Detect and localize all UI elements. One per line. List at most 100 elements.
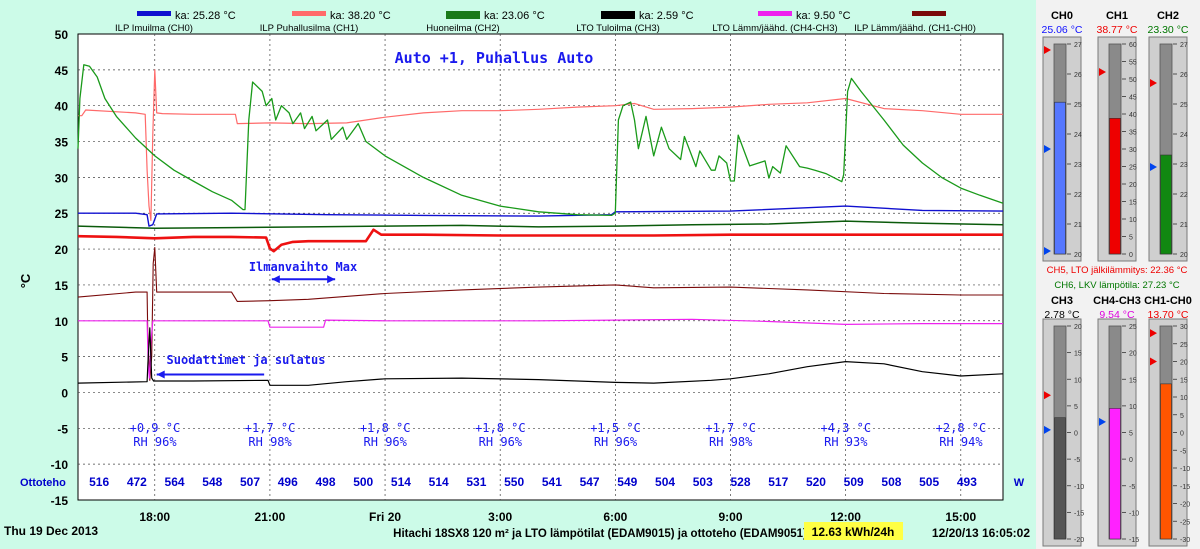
ottoteho-value: 517 xyxy=(768,475,788,489)
x-tick-label: 3:00 xyxy=(488,510,512,524)
legend-average: ka: 9.50 °C xyxy=(796,10,851,22)
gauge-tick-label: 25 xyxy=(1129,165,1137,172)
energy-badge xyxy=(804,522,903,540)
legend-swatch xyxy=(601,11,635,19)
gauge-tick-label: 20 xyxy=(1074,252,1082,259)
gauge-value: 2.78 °C xyxy=(1044,309,1080,321)
ottoteho-value: 493 xyxy=(957,475,977,489)
gauge-tick-label: 24 xyxy=(1074,132,1082,139)
gauge-tick-label: 10 xyxy=(1129,404,1137,411)
ottoteho-value: 550 xyxy=(504,475,524,489)
series-line-4 xyxy=(77,228,1003,253)
gauge-tick-label: 0 xyxy=(1129,252,1133,259)
ottoteho-value: 472 xyxy=(127,475,147,489)
gauge-tick-label: -10 xyxy=(1074,484,1084,491)
gauge-tick-label: 15 xyxy=(1074,351,1082,358)
gauge-tick-label: -10 xyxy=(1180,466,1190,473)
gauge-marker xyxy=(1044,391,1051,400)
side-note-ch6: CH6, LKV lämpötila: 27.23 °C xyxy=(1054,280,1179,291)
gauge-tick-label: 25 xyxy=(1129,324,1137,331)
gauge-value: 23.30 °C xyxy=(1148,24,1189,36)
gauge-tick-label: 30 xyxy=(1180,324,1188,331)
gauge-value: 13.70 °C xyxy=(1148,309,1189,321)
x-tick-label: 15:00 xyxy=(945,510,976,524)
x-tick-label: 21:00 xyxy=(255,510,286,524)
gauge-tick-label: 22 xyxy=(1074,192,1082,199)
ottoteho-value: 505 xyxy=(919,475,939,489)
gauge-tick-label: 23 xyxy=(1180,162,1188,169)
gauge-tick-label: 25 xyxy=(1074,102,1082,109)
series-line-0 xyxy=(78,205,1004,227)
ventilation-annotation: Ilmanvaihto Max xyxy=(249,260,357,274)
gauge-tick-label: -25 xyxy=(1180,519,1190,526)
gauge-tick-label: 25 xyxy=(1180,102,1188,109)
gauge-tick-label: 5 xyxy=(1074,404,1078,411)
outdoor-temp-label: +1,8 °C xyxy=(360,421,411,435)
legend-series-name: LTO Lämm/jäähd. (CH4-CH3) xyxy=(712,23,837,34)
y-tick-label: 40 xyxy=(55,100,69,114)
gauge-tick-label: 0 xyxy=(1074,431,1078,438)
outdoor-rh-label: RH 96% xyxy=(364,435,408,449)
gauge-tick-label: 22 xyxy=(1180,192,1188,199)
gauge-tick-label: -15 xyxy=(1129,537,1139,544)
gauge-title: CH0 xyxy=(1051,10,1073,22)
ottoteho-value: 520 xyxy=(806,475,826,489)
gauge-title: CH4-CH3 xyxy=(1093,295,1141,307)
series-line-1 xyxy=(78,69,1003,221)
gauge-CH4-CH3: CH4-CH3 9.54 °C 25 20 15 10 5 0 -5 -10 -15 xyxy=(1093,295,1141,547)
gauge-tick-label: 26 xyxy=(1074,72,1082,79)
legend-average: ka: 25.28 °C xyxy=(175,10,236,22)
outdoor-temp-label: +1,8 °C xyxy=(475,421,526,435)
gauge-marker xyxy=(1150,357,1157,366)
gauge-tick-label: 60 xyxy=(1129,42,1137,49)
legend-average: ka: 23.06 °C xyxy=(484,10,545,22)
outdoor-temp-label: +0,9 °C xyxy=(130,421,181,435)
outdoor-rh-label: RH 96% xyxy=(133,435,177,449)
gauge-fill xyxy=(1109,408,1121,540)
gauge-CH2: CH2 23.30 °C 27 26 25 24 23 22 21 20 xyxy=(1148,10,1189,262)
x-tick-label: Fri 20 xyxy=(369,510,401,524)
gauge-marker xyxy=(1150,79,1157,87)
ottoteho-value: 500 xyxy=(353,475,373,489)
gauge-fill xyxy=(1109,118,1121,255)
gauge-tick-label: 24 xyxy=(1180,132,1188,139)
ottoteho-unit: W xyxy=(1014,477,1025,489)
date-label: Thu 19 Dec 2013 xyxy=(4,524,98,538)
x-tick-label: 9:00 xyxy=(718,510,742,524)
outdoor-rh-label: RH 94% xyxy=(939,435,983,449)
y-tick-label: -5 xyxy=(57,422,68,436)
gauge-tick-label: -5 xyxy=(1074,457,1080,464)
legend-series-name: ILP Lämm/jäähd. (CH1-CH0) xyxy=(854,23,976,34)
y-axis-label: °C xyxy=(18,273,33,288)
y-tick-label: 5 xyxy=(61,351,68,365)
ottoteho-value: 514 xyxy=(429,475,449,489)
ottoteho-value: 548 xyxy=(202,475,222,489)
ottoteho-value: 564 xyxy=(165,475,185,489)
y-tick-label: 50 xyxy=(55,28,69,42)
ottoteho-value: 516 xyxy=(89,475,109,489)
ottoteho-value: 498 xyxy=(315,475,335,489)
legend-series-name: ILP Puhallusilma (CH1) xyxy=(260,23,359,34)
gauge-marker xyxy=(1099,417,1106,426)
y-tick-label: 15 xyxy=(55,279,69,293)
gauge-tick-label: 15 xyxy=(1129,377,1137,384)
outdoor-rh-label: RH 96% xyxy=(594,435,638,449)
gauge-tick-label: 0 xyxy=(1129,457,1133,464)
gauge-marker xyxy=(1150,329,1157,338)
outdoor-temp-label: +1,7 °C xyxy=(705,421,756,435)
gauge-value: 9.54 °C xyxy=(1099,309,1135,321)
gauge-tick-label: 10 xyxy=(1129,217,1137,224)
ottoteho-value: 509 xyxy=(844,475,864,489)
ottoteho-value: 496 xyxy=(278,475,298,489)
x-tick-label: 18:00 xyxy=(139,510,170,524)
series-line-7 xyxy=(77,327,1004,386)
gauge-tick-label: 27 xyxy=(1180,42,1188,49)
ottoteho-value: 531 xyxy=(466,475,486,489)
y-tick-label: 10 xyxy=(55,315,69,329)
gauge-title: CH1-CH0 xyxy=(1144,295,1192,307)
gauge-tick-label: 10 xyxy=(1180,395,1188,402)
ottoteho-value: 504 xyxy=(655,475,675,489)
gauge-tick-label: 25 xyxy=(1180,342,1188,349)
gauge-marker xyxy=(1044,425,1051,434)
gauge-tick-label: -15 xyxy=(1074,510,1084,517)
